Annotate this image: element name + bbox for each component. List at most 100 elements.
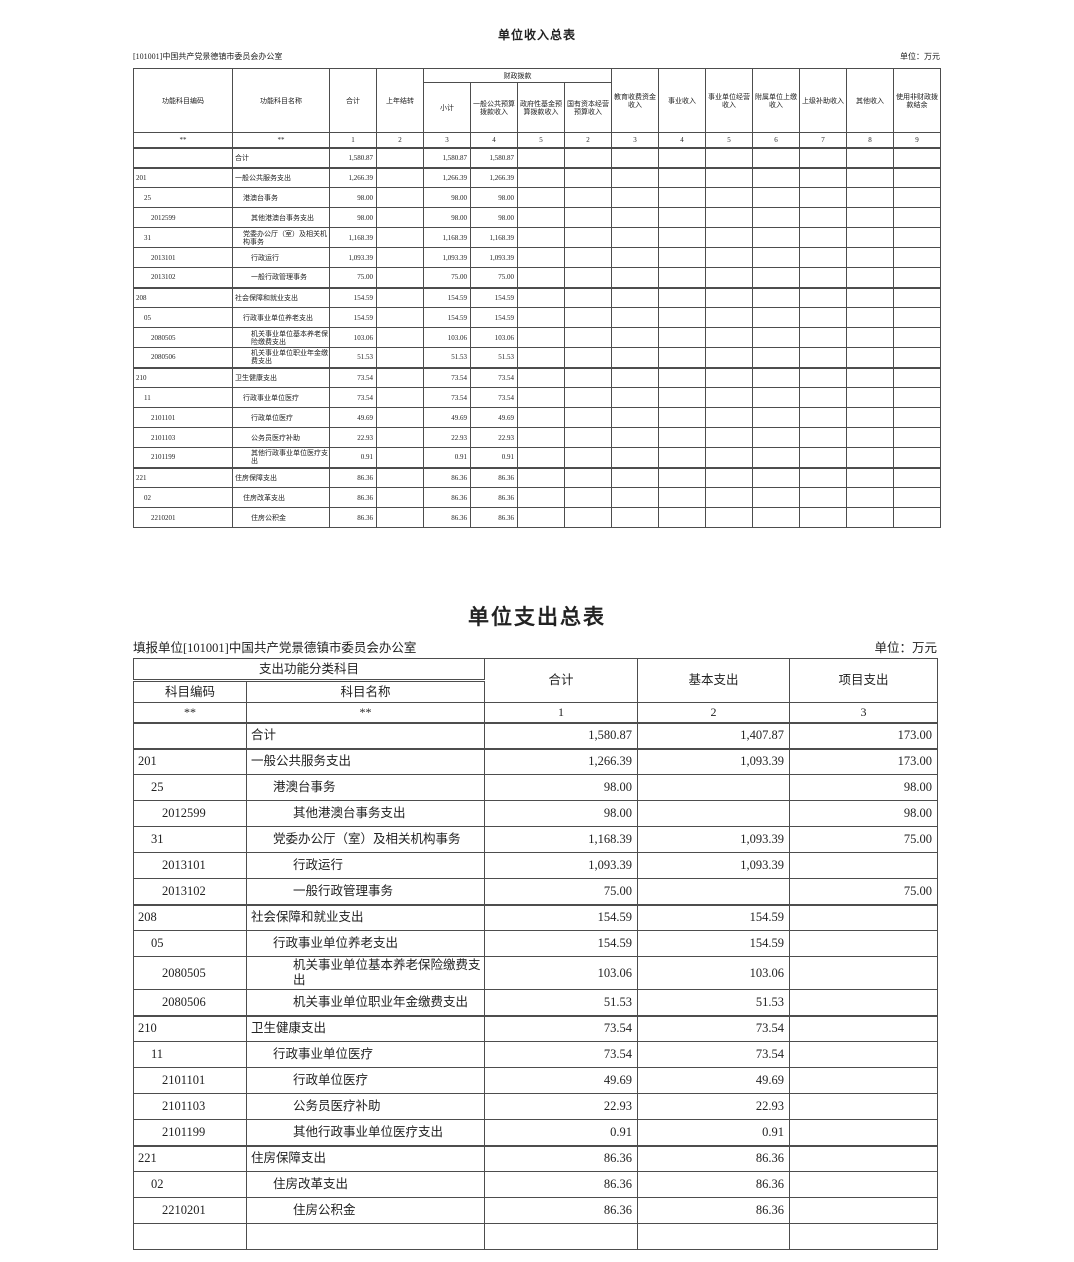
amount-cell: 86.36: [637, 1197, 791, 1224]
col-number: **: [133, 132, 233, 149]
amount-cell: [564, 286, 612, 308]
amount-cell: 49.69: [470, 407, 518, 428]
col-header-education-fee-income: 教育收费资金收入: [611, 68, 659, 133]
amount-cell: [705, 307, 753, 328]
amount-cell: [893, 307, 941, 328]
amount-cell: [846, 447, 894, 468]
amount-cell: [376, 146, 424, 168]
amount-cell: [376, 247, 424, 268]
subject-code-cell: 221: [133, 466, 233, 488]
amount-cell: 86.36: [470, 507, 518, 528]
amount-cell: [705, 466, 753, 488]
col-number: 3: [789, 702, 939, 724]
amount-cell: 73.54: [637, 1041, 791, 1068]
amount-cell: [893, 146, 941, 168]
amount-cell: [799, 507, 847, 528]
amount-cell: [376, 447, 424, 468]
amount-cell: [893, 427, 941, 448]
amount-cell: 98.00: [470, 187, 518, 208]
amount-cell: 22.93: [637, 1093, 791, 1120]
amount-cell: [752, 427, 800, 448]
amount-cell: [846, 286, 894, 308]
amount-cell: [752, 267, 800, 288]
amount-cell: 22.93: [423, 427, 471, 448]
amount-cell: [658, 427, 706, 448]
expense-summary-table: 支出功能分类科目 合计 基本支出 项目支出 科目编码 科目名称 ** ** 1 …: [132, 658, 939, 1250]
subject-name-cell: 行政事业单位医疗: [232, 387, 330, 408]
col-header-subject-name: 科目名称: [245, 680, 486, 703]
col-header-govt-fund-budget-income: 政府性基金预算拨款收入: [517, 82, 565, 133]
amount-cell: 0.91: [637, 1119, 791, 1146]
subject-name-cell: 住房改革支出: [245, 1171, 486, 1198]
amount-cell: 1,093.39: [470, 247, 518, 268]
table-row: 2013102 一般行政管理事务 75.00 75.00 75.00: [133, 267, 941, 288]
amount-cell: [789, 903, 939, 931]
table-row: 201 一般公共服务支出 1,266.39 1,093.39 173.00: [133, 747, 939, 775]
amount-cell: [752, 166, 800, 188]
amount-cell: [637, 774, 791, 801]
col-header-general-public-budget-income: 一般公共预算拨款收入: [470, 82, 518, 133]
amount-cell: [893, 187, 941, 208]
amount-cell: 49.69: [329, 407, 377, 428]
amount-cell: [789, 1144, 939, 1172]
amount-cell: [846, 427, 894, 448]
amount-cell: [517, 307, 565, 328]
amount-cell: [564, 247, 612, 268]
table-row: 2080506 机关事业单位职业年金缴费支出 51.53 51.53: [133, 989, 939, 1016]
subject-name-cell: 住房保障支出: [245, 1144, 486, 1172]
amount-cell: [376, 366, 424, 388]
amount-cell: [564, 166, 612, 188]
expense-table-title: 单位支出总表: [468, 605, 606, 629]
amount-cell: 86.36: [484, 1197, 639, 1224]
table-row: 2013102 一般行政管理事务 75.00 75.00: [133, 878, 939, 905]
col-number: **: [133, 702, 247, 724]
table-row: 2101103 公务员医疗补助 22.93 22.93 22.93: [133, 427, 941, 448]
amount-cell: 98.00: [423, 187, 471, 208]
table-row: 05 行政事业单位养老支出 154.59 154.59 154.59: [133, 307, 941, 328]
amount-cell: [658, 507, 706, 528]
subject-name-cell: 合计: [245, 721, 486, 749]
subject-code-cell: 221: [133, 1144, 247, 1172]
amount-cell: 75.00: [470, 267, 518, 288]
amount-cell: [376, 407, 424, 428]
amount-cell: [517, 227, 565, 248]
subject-name-cell: 港澳台事务: [232, 187, 330, 208]
amount-cell: 173.00: [789, 747, 939, 775]
amount-cell: [705, 366, 753, 388]
amount-cell: [376, 307, 424, 328]
amount-cell: [846, 247, 894, 268]
amount-cell: [705, 166, 753, 188]
amount-cell: [376, 347, 424, 368]
amount-cell: 103.06: [423, 327, 471, 348]
amount-cell: 1,580.87: [484, 721, 639, 749]
amount-cell: 1,266.39: [484, 747, 639, 775]
subject-code-cell: 2080506: [133, 989, 247, 1016]
table-row: 合计 1,580.87 1,580.87 1,580.87: [133, 146, 941, 168]
amount-cell: [564, 146, 612, 168]
subject-name-cell: 行政运行: [232, 247, 330, 268]
table-row: 201 一般公共服务支出 1,266.39 1,266.39 1,266.39: [133, 166, 941, 188]
amount-cell: [752, 227, 800, 248]
col-header-function-code: 功能科目编码: [133, 68, 233, 133]
amount-cell: [752, 487, 800, 508]
amount-cell: 98.00: [789, 774, 939, 801]
amount-cell: [517, 267, 565, 288]
amount-cell: [517, 347, 565, 368]
col-group-fiscal-appropriation: 财政拨款: [423, 68, 612, 83]
col-header-subject-code: 科目编码: [133, 680, 247, 703]
amount-cell: [789, 1014, 939, 1042]
amount-cell: [893, 286, 941, 308]
subject-name-cell: 行政运行: [245, 852, 486, 879]
table-row: 2080505 机关事业单位基本养老保险缴费支出 103.06 103.06 103.0…: [133, 327, 941, 348]
amount-cell: 103.06: [637, 956, 791, 990]
amount-cell: [893, 166, 941, 188]
amount-cell: 86.36: [329, 466, 377, 488]
amount-cell: [658, 387, 706, 408]
amount-cell: [658, 366, 706, 388]
col-number: 8: [846, 132, 894, 149]
amount-cell: 173.00: [789, 721, 939, 749]
amount-cell: 1,093.39: [329, 247, 377, 268]
amount-cell: 86.36: [423, 507, 471, 528]
table-row: 2210201 住房公积金 86.36 86.36 86.36: [133, 507, 941, 528]
subject-code-cell: 201: [133, 747, 247, 775]
